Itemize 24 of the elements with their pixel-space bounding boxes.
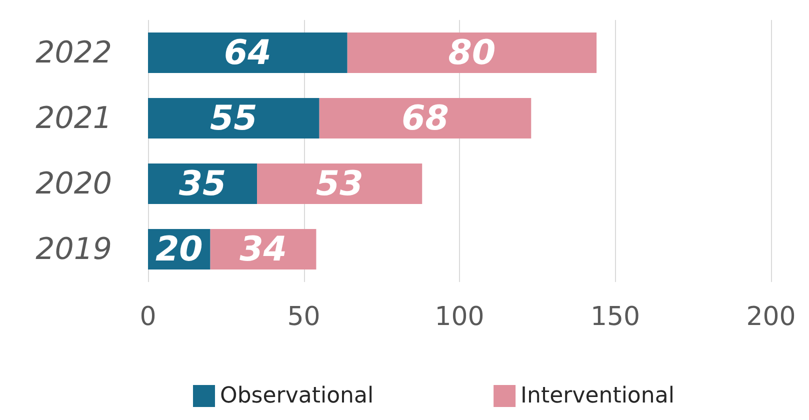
legend-label: Interventional xyxy=(520,384,674,408)
x-tick-label: 200 xyxy=(746,302,796,332)
data-label: 34 xyxy=(240,229,287,270)
x-tick-label: 100 xyxy=(434,302,484,332)
bar xyxy=(257,163,422,204)
y-tick-label: 2021 xyxy=(36,100,112,136)
data-label: 53 xyxy=(316,164,364,204)
y-tick-label: 2022 xyxy=(36,35,112,70)
data-label: 68 xyxy=(402,98,449,138)
x-tick-label: 0 xyxy=(140,302,156,332)
data-label: 20 xyxy=(155,229,203,270)
y-tick-label: 2020 xyxy=(36,166,112,202)
bar xyxy=(319,98,532,139)
bar xyxy=(148,98,320,139)
legend-label: Observational xyxy=(220,384,374,408)
x-tick-label: 150 xyxy=(590,302,640,332)
data-label: 35 xyxy=(178,164,226,204)
bar xyxy=(347,32,597,74)
data-label: 80 xyxy=(448,32,496,73)
bar xyxy=(148,32,348,74)
y-tick-label: 2019 xyxy=(36,232,112,267)
data-label: 55 xyxy=(210,98,258,138)
x-tick-label: 50 xyxy=(287,302,320,332)
data-label: 64 xyxy=(224,32,272,73)
